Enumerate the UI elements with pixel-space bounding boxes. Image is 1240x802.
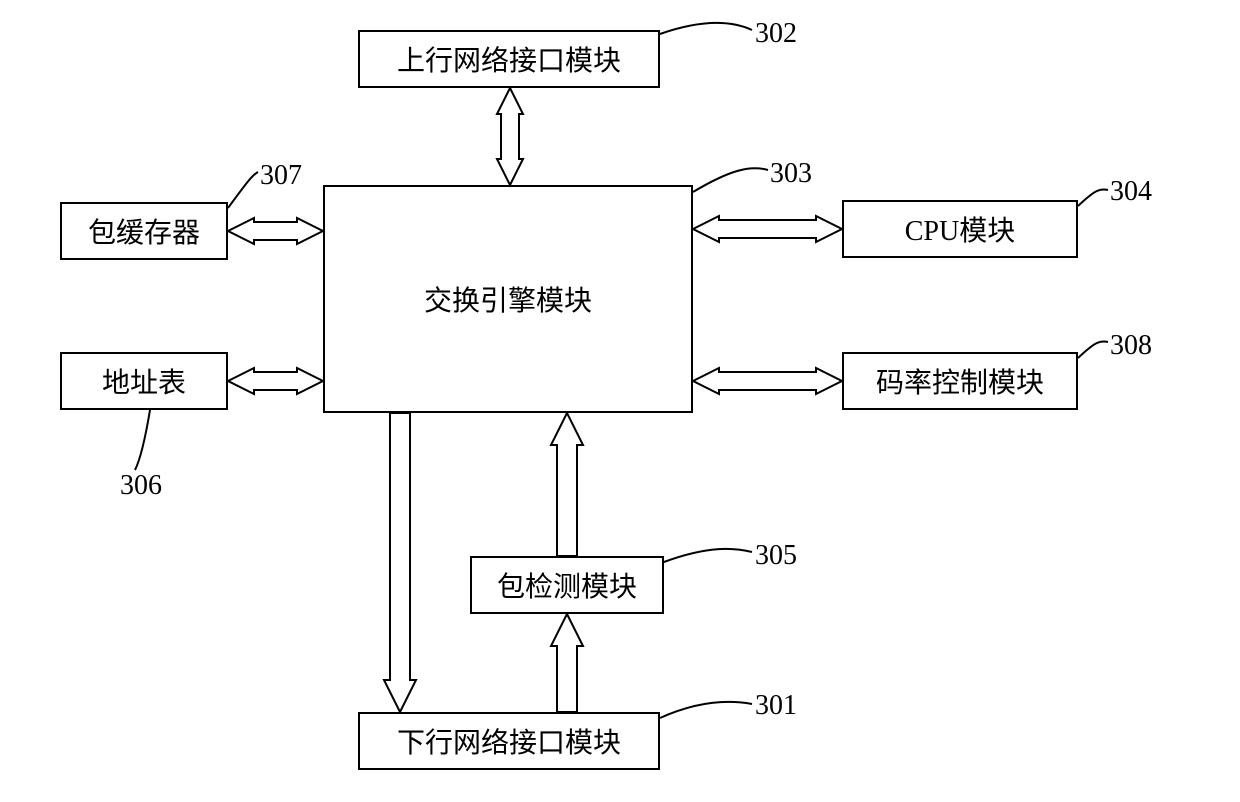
connector-layer (0, 0, 1240, 802)
